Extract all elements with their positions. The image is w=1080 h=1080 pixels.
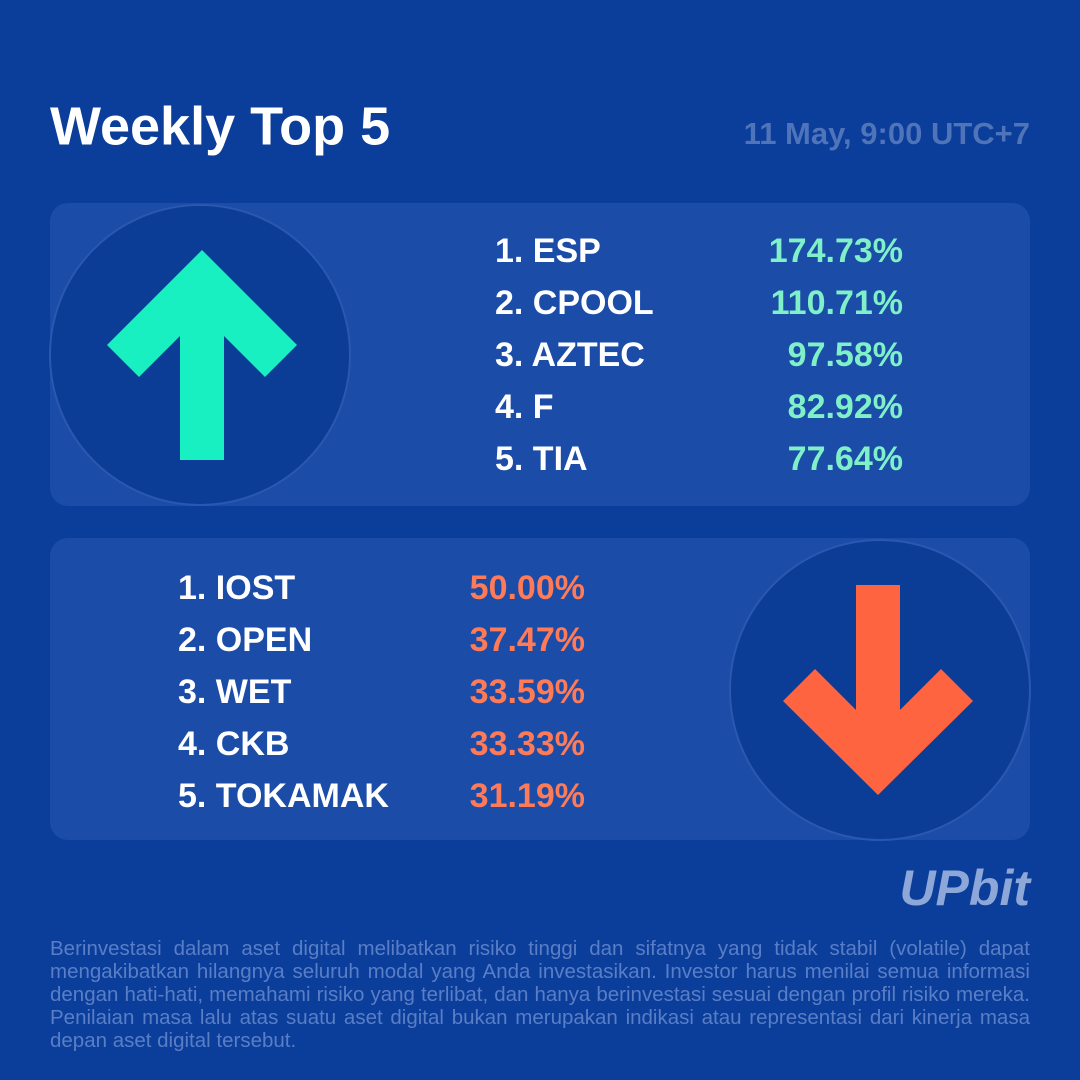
coin-change: 33.59% — [470, 673, 585, 711]
coin-name: 4. CKB — [178, 725, 289, 763]
coin-change: 50.00% — [470, 569, 585, 607]
coin-name: 1. IOST — [178, 569, 295, 607]
up-arrow — [107, 250, 297, 460]
coin-name: 3. AZTEC — [495, 336, 645, 374]
coin-name: 3. WET — [178, 673, 292, 711]
coin-change: 31.19% — [470, 777, 585, 815]
title: Weekly Top 5 — [50, 96, 390, 156]
coin-change: 110.71% — [771, 284, 903, 322]
coin-name: 5. TIA — [495, 440, 588, 478]
coin-change: 174.73% — [769, 232, 903, 270]
coin-name: 4. F — [495, 388, 554, 426]
coin-change: 33.33% — [470, 725, 585, 763]
date: 11 May, 9:00 UTC+7 — [744, 116, 1030, 151]
coin-name: 1. ESP — [495, 232, 601, 270]
coin-change: 97.58% — [788, 336, 903, 374]
coin-change: 82.92% — [788, 388, 903, 426]
logo: UPbit — [899, 860, 1032, 916]
coin-change: 77.64% — [788, 440, 903, 478]
coin-change: 37.47% — [470, 621, 585, 659]
disclaimer: Berinvestasi dalam aset digital melibatk… — [50, 937, 1030, 1052]
down-arrow — [783, 585, 973, 795]
coin-name: 2. OPEN — [178, 621, 312, 659]
coin-name: 5. TOKAMAK — [178, 777, 389, 815]
coin-name: 2. CPOOL — [495, 284, 654, 322]
